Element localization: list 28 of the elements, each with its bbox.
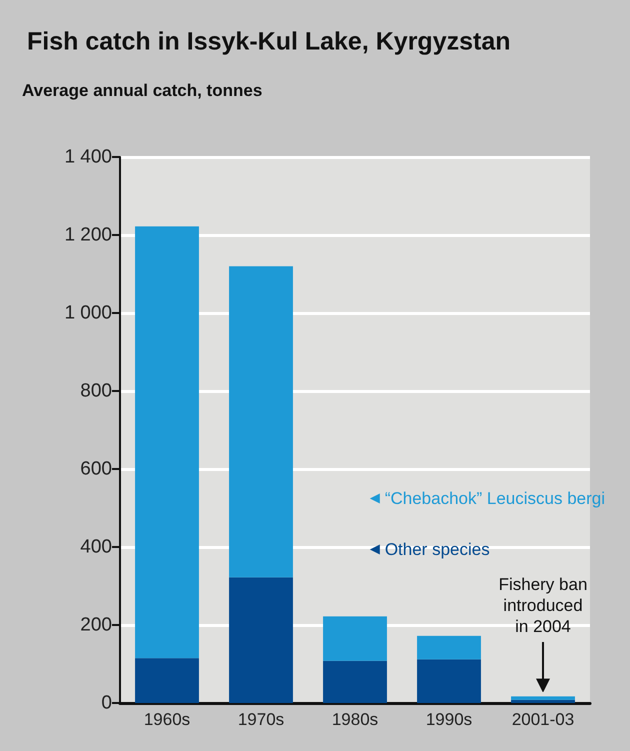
y-tick-label: 200 bbox=[80, 614, 112, 636]
y-axis-title: Average annual catch, tonnes bbox=[22, 81, 262, 100]
x-tick-label: 1990s bbox=[426, 710, 472, 729]
bar bbox=[135, 226, 199, 658]
y-tick-label: 1 400 bbox=[64, 146, 112, 168]
bar bbox=[229, 266, 293, 578]
bar bbox=[323, 616, 387, 661]
bar bbox=[511, 700, 575, 703]
y-tick-label: 1 000 bbox=[64, 302, 112, 324]
x-tick-label: 1960s bbox=[144, 710, 190, 729]
y-tick-label: 600 bbox=[80, 458, 112, 480]
x-tick-label: 1970s bbox=[238, 710, 284, 729]
bar bbox=[229, 577, 293, 703]
y-tick-label: 1 200 bbox=[64, 224, 112, 246]
bar bbox=[417, 636, 481, 660]
bar bbox=[323, 660, 387, 703]
x-tick-label: 1980s bbox=[332, 710, 378, 729]
legend-label: “Chebachok” Leuciscus bergi bbox=[384, 489, 605, 508]
chart-title: Fish catch in Issyk-Kul Lake, Kyrgyzstan bbox=[27, 28, 510, 56]
legend-label: Other species bbox=[384, 540, 490, 559]
bar bbox=[511, 696, 575, 700]
x-tick-label: 2001-03 bbox=[512, 710, 574, 729]
annotation: Fishery ban introduced in 2004 bbox=[498, 574, 588, 637]
bar bbox=[417, 659, 481, 703]
y-tick-label: 800 bbox=[80, 380, 112, 402]
y-tick-label: 400 bbox=[80, 536, 112, 558]
y-tick-label: 0 bbox=[101, 692, 112, 714]
bar bbox=[135, 658, 199, 703]
